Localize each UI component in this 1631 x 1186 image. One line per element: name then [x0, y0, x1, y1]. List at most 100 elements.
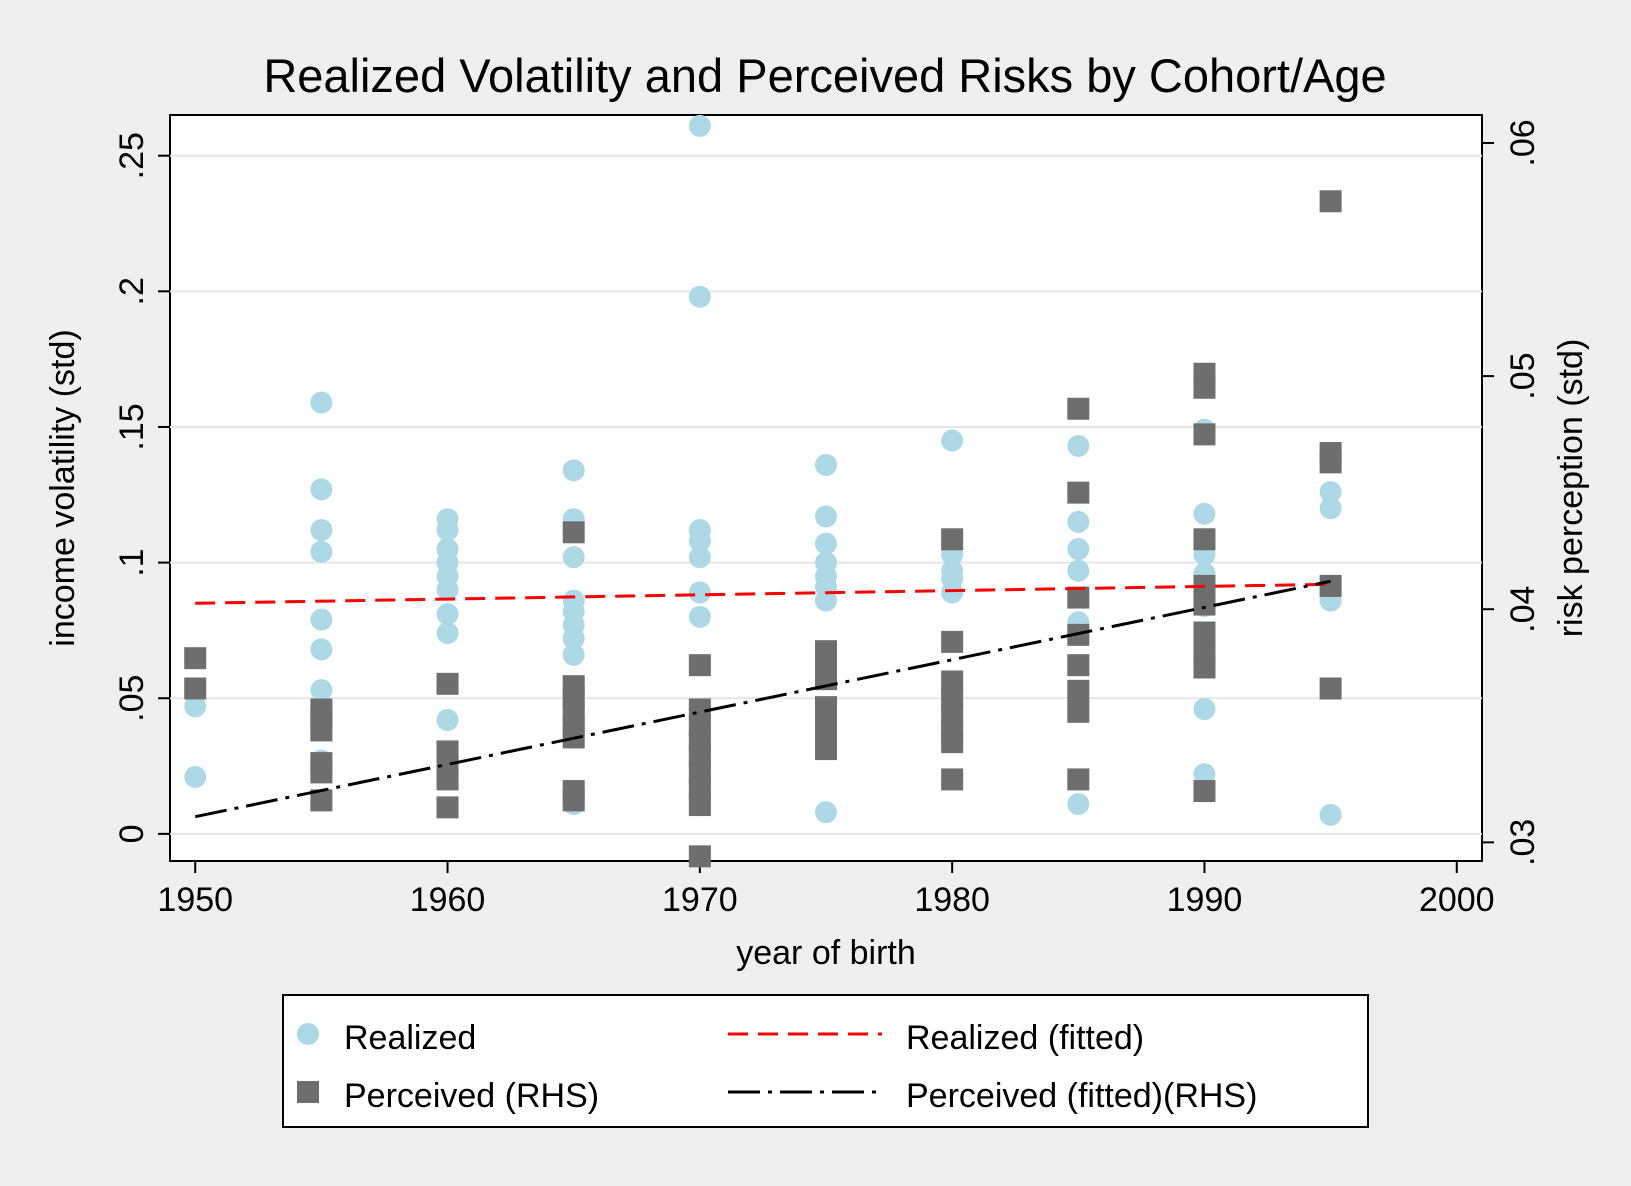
realized-point — [688, 285, 711, 308]
x-tick-label: 1980 — [914, 881, 990, 919]
perceived-point — [1193, 376, 1216, 399]
realized-point — [815, 532, 837, 555]
y-left-tick-label: 0 — [113, 824, 151, 843]
y-axis-right: .03 .04 .05 .06 — [1482, 119, 1542, 866]
realized-point — [815, 505, 837, 528]
perceived-point — [941, 630, 964, 653]
realized-point — [1067, 793, 1090, 816]
realized-point — [688, 605, 711, 628]
realized-point — [1067, 510, 1090, 533]
realized-point — [1067, 434, 1090, 457]
perceived-point — [941, 768, 964, 791]
perceived-point — [941, 731, 964, 754]
realized-point — [310, 391, 333, 414]
perceived-point — [1067, 700, 1090, 723]
perceived-point — [1067, 397, 1090, 420]
perceived-point — [184, 647, 207, 670]
realized-point — [815, 453, 837, 476]
perceived-point — [1193, 621, 1216, 644]
perceived-point — [310, 761, 333, 784]
realized-point — [436, 519, 459, 542]
legend-perceived-label: Perceived (RHS) — [344, 1077, 599, 1115]
legend-realized-label: Realized — [344, 1019, 476, 1057]
realized-point — [562, 546, 585, 569]
x-tick-label: 2000 — [1419, 881, 1495, 919]
realized-point — [1193, 763, 1216, 786]
realized-point — [941, 581, 964, 604]
realized-point — [815, 589, 837, 612]
realized-point — [310, 478, 333, 501]
perceived-point — [310, 789, 333, 812]
y-left-tick-label: .05 — [113, 675, 151, 722]
realized-point — [562, 459, 585, 482]
x-axis: 1950 1960 1970 1980 1990 2000 — [157, 861, 1495, 919]
realized-point — [184, 765, 207, 788]
perceived-point — [436, 768, 459, 791]
realized-point — [688, 546, 711, 569]
perceived-point — [1193, 528, 1216, 551]
realized-point — [1193, 698, 1216, 721]
realized-point — [310, 519, 333, 542]
perceived-point — [815, 738, 837, 761]
x-tick-label: 1970 — [662, 881, 738, 919]
perceived-point — [1193, 423, 1216, 446]
perceived-point — [562, 789, 585, 812]
x-tick-label: 1960 — [410, 881, 486, 919]
y-right-tick-label: .03 — [1504, 819, 1542, 866]
realized-point — [688, 529, 711, 552]
perceived-point — [1319, 574, 1342, 597]
perceived-point — [184, 677, 207, 700]
realized-point — [1319, 803, 1342, 826]
y-left-tick-label: .25 — [113, 132, 151, 179]
perceived-point — [436, 672, 459, 695]
perceived-point — [1319, 677, 1342, 700]
y-right-tick-label: .05 — [1504, 352, 1542, 399]
y-left-tick-label: .15 — [113, 403, 151, 450]
perceived-point — [1319, 190, 1342, 213]
realized-point — [941, 429, 964, 452]
y-axis-right-title: risk perception (std) — [1552, 339, 1590, 638]
legend: Realized Perceived (RHS) Realized (fitte… — [282, 994, 1369, 1128]
realized-point — [1067, 559, 1090, 582]
realized-point — [688, 114, 711, 137]
y-right-tick-label: .04 — [1504, 586, 1542, 633]
realized-point — [436, 578, 459, 601]
legend-perceived-marker — [297, 1081, 319, 1103]
perceived-point — [1067, 768, 1090, 791]
realized-point — [562, 643, 585, 666]
realized-series — [184, 114, 1342, 826]
perceived-point — [1319, 451, 1342, 474]
perceived-point — [1067, 654, 1090, 677]
realized-point — [184, 695, 207, 718]
legend-realized-marker — [297, 1023, 319, 1045]
perceived-point — [1193, 780, 1216, 803]
y-axis-left-title: income volatility (std) — [44, 329, 82, 646]
realized-point — [310, 608, 333, 631]
realized-point — [436, 708, 459, 731]
realized-point — [310, 679, 333, 702]
realized-point — [815, 801, 837, 824]
y-axis-left: 0 .05 .1 .15 .2 .25 — [113, 132, 170, 843]
fit-lines — [194, 579, 1331, 819]
realized-point — [1193, 502, 1216, 525]
perceived-point — [562, 521, 585, 544]
legend-box — [282, 994, 1369, 1128]
perceived-series — [184, 190, 1342, 868]
perceived-fitted-line — [194, 579, 1331, 819]
perceived-point — [310, 719, 333, 742]
perceived-point — [1193, 593, 1216, 616]
perceived-point — [1067, 679, 1090, 702]
realized-point — [1319, 497, 1342, 520]
x-tick-label: 1990 — [1167, 881, 1243, 919]
realized-point — [436, 603, 459, 626]
realized-point — [436, 622, 459, 645]
realized-fitted-line — [195, 582, 1331, 605]
realized-point — [310, 540, 333, 563]
realized-point — [1067, 538, 1090, 561]
legend-perceived-fit-label: Perceived (fitted)(RHS) — [906, 1077, 1257, 1115]
y-right-tick-label: .06 — [1504, 119, 1542, 166]
x-axis-title: year of birth — [736, 934, 916, 972]
perceived-point — [1067, 586, 1090, 609]
perceived-point — [1193, 656, 1216, 679]
